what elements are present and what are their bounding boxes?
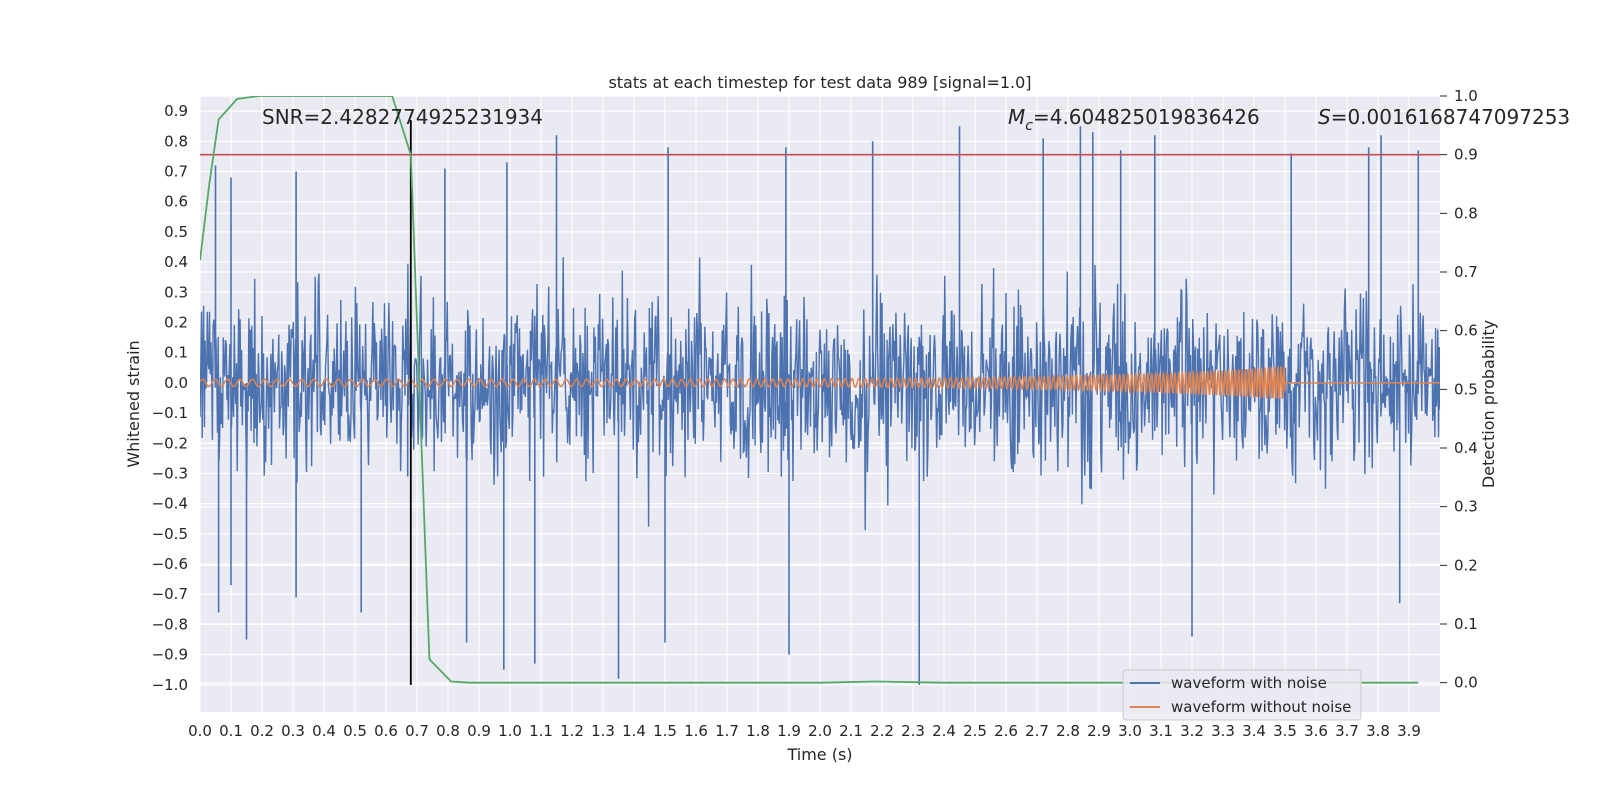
s-symbol: S bbox=[1318, 105, 1331, 129]
y-tick-label: −0.4 bbox=[152, 495, 188, 513]
x-tick-label: 0.8 bbox=[436, 722, 460, 740]
y2-tick-label: 0.8 bbox=[1454, 204, 1478, 222]
x-tick-label: 0.9 bbox=[467, 722, 491, 740]
x-tick-label: 2.5 bbox=[963, 722, 987, 740]
y2-tick-label: 0.4 bbox=[1454, 439, 1478, 457]
y2-axis-ticks: 1.0 0.9 0.8 0.7 0.6 0.5 0.4 0.3 0.2 0.1 0.0 bbox=[1440, 87, 1478, 692]
y2-tick-label: 0.2 bbox=[1454, 556, 1478, 574]
x-tick-label: 3.7 bbox=[1335, 722, 1359, 740]
y2-tick-label: 0.0 bbox=[1454, 674, 1478, 692]
x-tick-label: 3.3 bbox=[1211, 722, 1235, 740]
y-tick-label: 0.0 bbox=[164, 374, 188, 392]
y-tick-label: −0.3 bbox=[152, 464, 188, 482]
x-tick-label: 1.4 bbox=[622, 722, 646, 740]
y-tick-label: 0.7 bbox=[164, 162, 188, 180]
y-tick-label: −0.9 bbox=[152, 646, 188, 664]
y-axis-label: Whitened strain bbox=[124, 340, 143, 467]
y-axis-ticks: 0.9 0.8 0.7 0.6 0.5 0.4 0.3 0.2 0.1 0.0 −0.1 −0.2 −0… bbox=[152, 102, 188, 694]
y2-tick-label: 0.7 bbox=[1454, 263, 1478, 281]
x-tick-label: 1.3 bbox=[591, 722, 615, 740]
x-axis-ticks: 0.0 0.1 0.2 0.3 0.4 0.5 0.6 0.7 0.8 0.9 1.0 1.1 1.2 1… bbox=[188, 722, 1421, 740]
legend: waveform with noise waveform without noi… bbox=[1122, 669, 1362, 721]
y-tick-label: 0.8 bbox=[164, 132, 188, 150]
x-tick-label: 1.9 bbox=[777, 722, 801, 740]
x-tick-label: 0.6 bbox=[374, 722, 398, 740]
y-tick-label: −0.2 bbox=[152, 434, 188, 452]
x-tick-label: 2.2 bbox=[870, 722, 894, 740]
y-tick-label: 0.2 bbox=[164, 313, 188, 331]
y-tick-label: 0.4 bbox=[164, 253, 188, 271]
x-tick-label: 2.4 bbox=[932, 722, 956, 740]
y-tick-label: 0.1 bbox=[164, 344, 188, 362]
x-tick-label: 1.0 bbox=[498, 722, 522, 740]
x-tick-label: 3.4 bbox=[1242, 722, 1266, 740]
mc-symbol: M bbox=[1008, 105, 1025, 129]
x-tick-label: 3.5 bbox=[1273, 722, 1297, 740]
x-tick-label: 1.5 bbox=[653, 722, 677, 740]
chirp-mass-annotation: Mc=4.604825019836426 bbox=[1008, 105, 1260, 134]
x-tick-label: 0.7 bbox=[405, 722, 429, 740]
noise-peaks bbox=[214, 126, 1420, 685]
chart-title: stats at each timestep for test data 989… bbox=[608, 73, 1031, 92]
y2-axis-label: Detection probability bbox=[1479, 320, 1498, 488]
y2-tick-label: 0.5 bbox=[1454, 380, 1478, 398]
series-line-waveform-with-noise bbox=[200, 257, 1440, 531]
x-tick-label: 1.7 bbox=[715, 722, 739, 740]
y-tick-label: −0.6 bbox=[152, 555, 188, 573]
y2-tick-label: 1.0 bbox=[1454, 87, 1478, 105]
legend-box bbox=[1122, 669, 1362, 721]
y-tick-label: −0.5 bbox=[152, 525, 188, 543]
x-tick-label: 2.9 bbox=[1087, 722, 1111, 740]
y-tick-label: 0.3 bbox=[164, 283, 188, 301]
x-tick-label: 0.0 bbox=[188, 722, 212, 740]
y2-tick-label: 0.3 bbox=[1454, 498, 1478, 516]
s-value: =0.0016168747097253 bbox=[1331, 105, 1570, 129]
x-tick-label: 2.6 bbox=[994, 722, 1018, 740]
x-tick-label: 3.2 bbox=[1180, 722, 1204, 740]
snr-annotation: SNR=2.4282774925231934 bbox=[262, 105, 543, 129]
x-tick-label: 2.0 bbox=[808, 722, 832, 740]
y-tick-label: −1.0 bbox=[152, 676, 188, 694]
x-tick-label: 2.3 bbox=[901, 722, 925, 740]
x-tick-label: 0.2 bbox=[250, 722, 274, 740]
y-tick-label: 0.6 bbox=[164, 193, 188, 211]
x-tick-label: 3.1 bbox=[1149, 722, 1173, 740]
y-tick-label: 0.5 bbox=[164, 223, 188, 241]
x-tick-label: 0.1 bbox=[219, 722, 243, 740]
s-annotation: S=0.0016168747097253 bbox=[1318, 105, 1570, 129]
x-tick-label: 1.6 bbox=[684, 722, 708, 740]
y-tick-label: −0.8 bbox=[152, 615, 188, 633]
x-tick-label: 1.2 bbox=[560, 722, 584, 740]
legend-label-clean: waveform without noise bbox=[1171, 698, 1351, 716]
y-tick-label: −0.7 bbox=[152, 585, 188, 603]
x-tick-label: 0.3 bbox=[281, 722, 305, 740]
x-axis-label: Time (s) bbox=[786, 745, 852, 764]
x-tick-label: 2.1 bbox=[839, 722, 863, 740]
x-tick-label: 3.9 bbox=[1397, 722, 1421, 740]
x-tick-label: 0.5 bbox=[343, 722, 367, 740]
x-tick-label: 2.7 bbox=[1025, 722, 1049, 740]
y-tick-label: −0.1 bbox=[152, 404, 188, 422]
y-tick-label: 0.9 bbox=[164, 102, 188, 120]
x-tick-label: 2.8 bbox=[1056, 722, 1080, 740]
x-tick-label: 1.1 bbox=[529, 722, 553, 740]
x-tick-label: 3.8 bbox=[1366, 722, 1390, 740]
y2-tick-label: 0.6 bbox=[1454, 322, 1478, 340]
series-line-detection-probability bbox=[200, 96, 1419, 684]
mc-value: =4.604825019836426 bbox=[1033, 105, 1260, 129]
x-tick-label: 3.0 bbox=[1118, 722, 1142, 740]
mc-subscript: c bbox=[1025, 118, 1033, 134]
series-line-waveform-without-noise bbox=[200, 365, 1440, 400]
x-tick-label: 3.6 bbox=[1304, 722, 1328, 740]
y2-tick-label: 0.9 bbox=[1454, 146, 1478, 164]
y2-tick-label: 0.1 bbox=[1454, 615, 1478, 633]
x-tick-label: 0.4 bbox=[312, 722, 336, 740]
x-tick-label: 1.8 bbox=[746, 722, 770, 740]
legend-label-noise: waveform with noise bbox=[1171, 674, 1327, 692]
